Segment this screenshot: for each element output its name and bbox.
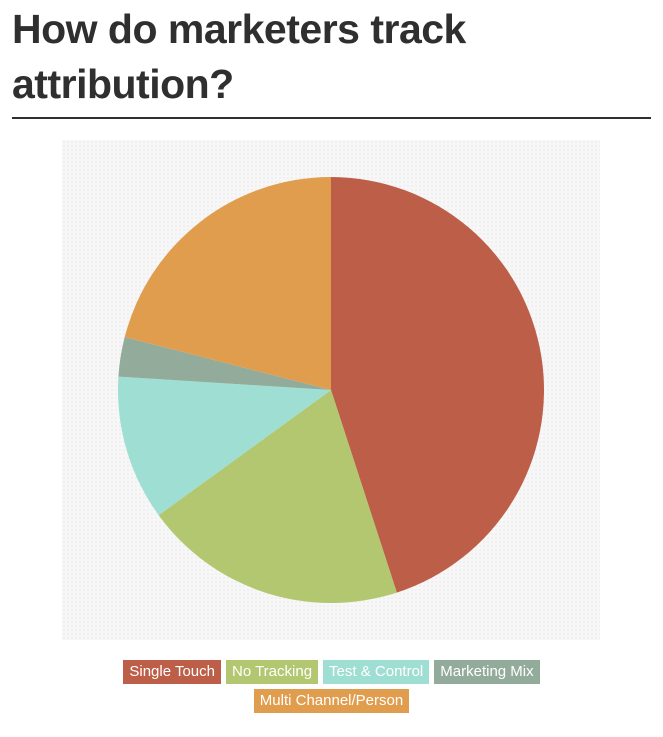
pie-slice-single-touch xyxy=(331,177,544,593)
legend-item-multi-channel-person: Multi Channel/Person xyxy=(253,689,410,713)
page-title: How do marketers track attribution? xyxy=(12,6,466,107)
legend-row: Single Touch No Tracking Test & Control Mar… xyxy=(0,660,663,684)
chart-area xyxy=(62,140,600,640)
chart-legend: Single Touch No Tracking Test & Control Mar… xyxy=(0,660,663,718)
pie-slice-test-control xyxy=(118,376,331,516)
legend-item-single-touch: Single Touch xyxy=(123,660,221,684)
pie-slice-multi-channel-person xyxy=(124,177,331,390)
legend-item-test-control: Test & Control xyxy=(323,660,430,684)
pie-chart xyxy=(118,177,544,603)
legend-row: Multi Channel/Person xyxy=(0,689,663,713)
pie-slice-no-tracking xyxy=(158,390,397,603)
legend-item-marketing-mix: Marketing Mix xyxy=(434,660,540,684)
title-underline xyxy=(12,117,651,119)
pie-slice-marketing-mix xyxy=(118,337,331,390)
legend-item-no-tracking: No Tracking xyxy=(226,660,319,684)
